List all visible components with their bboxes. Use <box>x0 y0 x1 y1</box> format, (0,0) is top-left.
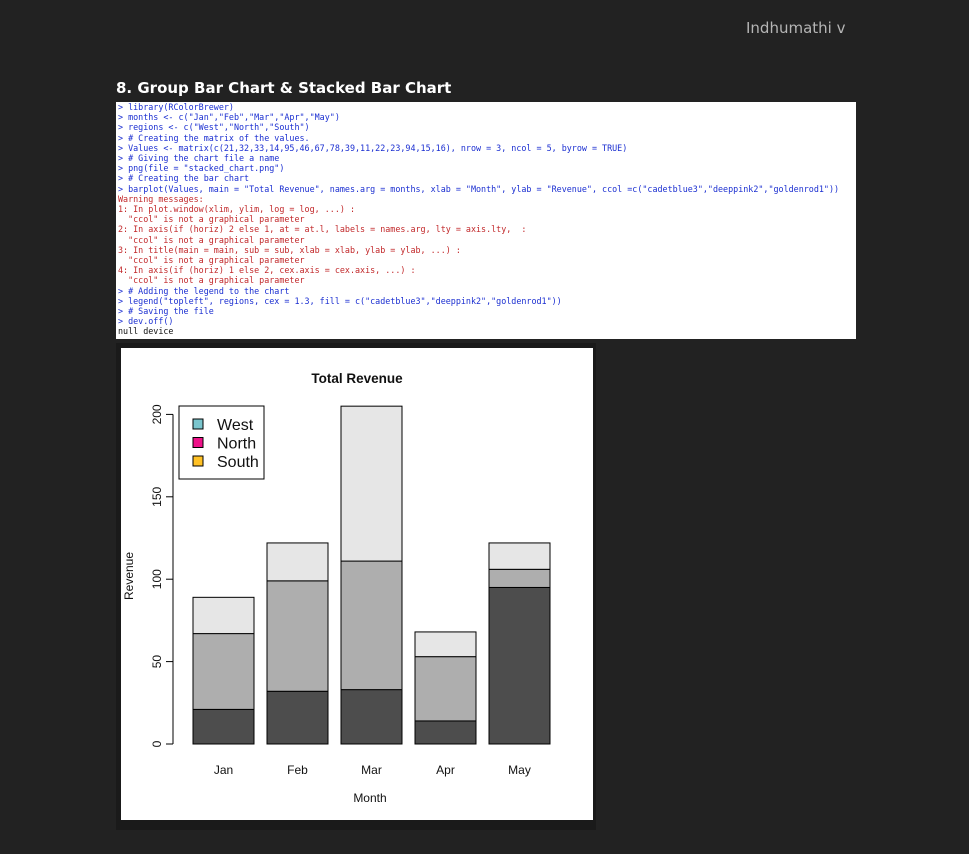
console-line-warn: "ccol" is not a graphical parameter <box>118 255 305 266</box>
x-tick-label: May <box>508 763 531 777</box>
y-tick-label: 50 <box>150 655 164 669</box>
section-heading: 8. Group Bar Chart & Stacked Bar Chart <box>116 79 452 97</box>
y-tick-label: 0 <box>150 740 164 747</box>
y-tick-label: 150 <box>150 486 164 506</box>
console-line-output: null device <box>118 326 174 337</box>
bar-segment <box>488 568 551 588</box>
x-tick-label: Jan <box>214 763 233 777</box>
bar-segment <box>192 596 255 635</box>
x-tick-label: Mar <box>361 763 382 777</box>
console-line-input: > Values <- matrix(c(21,32,33,14,95,46,6… <box>118 142 628 153</box>
x-tick-label: Apr <box>436 763 455 777</box>
console-line-input: > months <- c("Jan","Feb","Mar","Apr","M… <box>118 112 340 123</box>
legend-label: North <box>217 436 256 453</box>
console-line-input: > dev.off() <box>118 316 174 327</box>
bar-segment <box>192 708 255 745</box>
r-console-output: > library(RColorBrewer) > months <- c("Ja… <box>116 102 856 339</box>
console-line-input: > barplot(Values, main = "Total Revenue"… <box>118 183 840 194</box>
console-line-input: > library(RColorBrewer) <box>118 102 234 112</box>
bar-segment <box>266 580 329 692</box>
legend-swatch <box>192 437 204 448</box>
author-name: Indhumathi v <box>746 19 846 37</box>
x-tick-label: Feb <box>287 763 308 777</box>
chart-svg: Total Revenue Jan Feb Mar Apr May 0 50 100 150 200… <box>122 371 551 805</box>
bar-segment <box>414 720 477 745</box>
console-line-warn: Warning messages: <box>118 193 204 204</box>
legend-label: South <box>217 454 259 471</box>
bar-segment <box>488 542 551 570</box>
console-line-warn: 2: In axis(if (horiz) 2 else 1, at = at.… <box>118 224 527 235</box>
chart-title: Total Revenue <box>311 371 403 386</box>
legend-swatch <box>192 418 204 430</box>
console-line-input: > legend("topleft", regions, cex = 1.3, … <box>118 295 562 306</box>
console-line-input: > # Creating the matrix of the values. <box>118 132 310 143</box>
bar-segment <box>340 560 403 691</box>
console-line-input: > regions <- c("West","North","South") <box>118 122 310 133</box>
y-axis-label: Revenue <box>122 552 136 600</box>
x-axis-label: Month <box>353 791 386 805</box>
console-line-input: > # Creating the bar chart <box>118 173 250 184</box>
bar-segment <box>414 656 477 722</box>
stacked-bar-chart: Total Revenue Jan Feb Mar Apr May 0 50 100 150 200… <box>121 348 593 820</box>
bar-segment <box>266 690 329 745</box>
console-line-input: > # Adding the legend to the chart <box>118 285 290 296</box>
console-line-warn: "ccol" is not a graphical parameter <box>118 234 305 245</box>
bar-segment <box>340 405 403 562</box>
legend-label: West <box>217 417 254 434</box>
bar-segment <box>266 542 329 582</box>
console-line-warn: 3: In title(main = main, sub = sub, xlab… <box>118 244 461 255</box>
console-line-warn: 1: In plot.window(xlim, ylim, log = log,… <box>118 204 355 215</box>
console-line-warn: "ccol" is not a graphical parameter <box>118 275 305 286</box>
console-line-warn: "ccol" is not a graphical parameter <box>118 214 305 225</box>
console-line-input: > png(file = "stacked_chart.png") <box>118 163 285 174</box>
console-line-input: > # Giving the chart file a name <box>118 153 280 164</box>
legend-swatch <box>192 455 204 467</box>
y-tick-label: 100 <box>150 569 164 589</box>
bar-segment <box>340 689 403 745</box>
bar-segment <box>414 631 477 658</box>
bar-segment <box>488 586 551 745</box>
console-line-warn: 4: In axis(if (horiz) 1 else 2, cex.axis… <box>118 265 416 276</box>
y-tick-label: 200 <box>150 404 164 424</box>
bar-segment <box>192 633 255 710</box>
console-line-input: > # Saving the file <box>118 306 214 317</box>
